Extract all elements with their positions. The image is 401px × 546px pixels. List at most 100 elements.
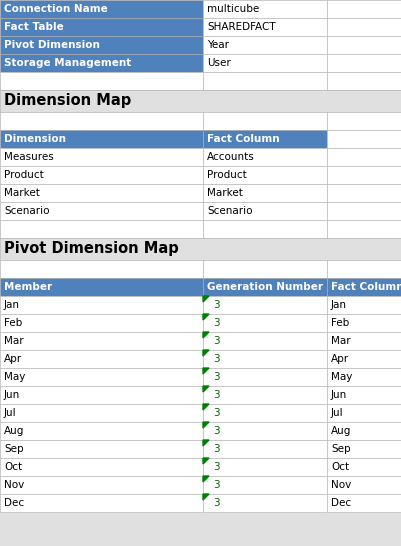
Text: Member: Member [4, 282, 52, 292]
Polygon shape [203, 386, 209, 392]
Bar [326, 296, 401, 314]
Text: Pivot Dimension Map: Pivot Dimension Map [4, 241, 178, 257]
Text: Mar: Mar [330, 336, 350, 346]
Text: 3: 3 [213, 462, 219, 472]
Text: Dimension: Dimension [4, 134, 66, 144]
Text: 3: 3 [213, 354, 219, 364]
Bar [0, 90, 401, 112]
Text: Nov: Nov [330, 480, 350, 490]
Bar [326, 422, 401, 440]
Bar [0, 440, 203, 458]
Bar [0, 278, 203, 296]
Bar [0, 458, 203, 476]
Bar [326, 18, 401, 36]
Text: Generation Number: Generation Number [207, 282, 322, 292]
Text: Jul: Jul [330, 408, 343, 418]
Bar [326, 278, 401, 296]
Bar [326, 72, 401, 90]
Polygon shape [203, 296, 209, 302]
Text: Apr: Apr [4, 354, 22, 364]
Bar [203, 440, 326, 458]
Polygon shape [203, 440, 209, 446]
Text: Nov: Nov [4, 480, 24, 490]
Bar [0, 314, 203, 332]
Polygon shape [203, 494, 209, 500]
Bar [326, 54, 401, 72]
Bar [203, 422, 326, 440]
Text: Jul: Jul [4, 408, 16, 418]
Text: Jun: Jun [330, 390, 346, 400]
Polygon shape [203, 350, 209, 356]
Polygon shape [203, 404, 209, 410]
Text: SHAREDFACT: SHAREDFACT [207, 22, 275, 32]
Text: Dec: Dec [330, 498, 350, 508]
Bar [203, 494, 326, 512]
Bar [0, 112, 203, 130]
Text: Dimension Map: Dimension Map [4, 93, 131, 109]
Text: Accounts: Accounts [207, 152, 254, 162]
Bar [203, 54, 326, 72]
Bar [0, 386, 203, 404]
Text: 3: 3 [213, 300, 219, 310]
Bar [0, 260, 203, 278]
Bar [0, 332, 203, 350]
Text: Product: Product [4, 170, 44, 180]
Bar [203, 332, 326, 350]
Bar [0, 148, 203, 166]
Text: Oct: Oct [330, 462, 348, 472]
Bar [326, 148, 401, 166]
Bar [326, 314, 401, 332]
Bar [203, 202, 326, 220]
Bar [203, 166, 326, 184]
Bar [203, 260, 326, 278]
Bar [0, 404, 203, 422]
Bar [203, 148, 326, 166]
Polygon shape [203, 458, 209, 464]
Bar [326, 350, 401, 368]
Text: Scenario: Scenario [4, 206, 49, 216]
Bar [203, 350, 326, 368]
Bar [326, 404, 401, 422]
Bar [203, 18, 326, 36]
Bar [0, 350, 203, 368]
Bar [203, 296, 326, 314]
Bar [203, 220, 326, 238]
Text: Oct: Oct [4, 462, 22, 472]
Text: Market: Market [4, 188, 40, 198]
Bar [326, 36, 401, 54]
Bar [203, 458, 326, 476]
Text: 3: 3 [213, 426, 219, 436]
Bar [326, 202, 401, 220]
Bar [0, 368, 203, 386]
Bar [326, 476, 401, 494]
Bar [203, 476, 326, 494]
Text: Dec: Dec [4, 498, 24, 508]
Bar [326, 184, 401, 202]
Bar [326, 458, 401, 476]
Polygon shape [203, 332, 209, 338]
Text: Jun: Jun [4, 390, 20, 400]
Bar [326, 112, 401, 130]
Bar [203, 112, 326, 130]
Bar [203, 72, 326, 90]
Bar [203, 314, 326, 332]
Text: Feb: Feb [4, 318, 22, 328]
Bar [326, 260, 401, 278]
Bar [0, 72, 203, 90]
Text: 3: 3 [213, 318, 219, 328]
Text: Storage Management: Storage Management [4, 58, 131, 68]
Text: 3: 3 [213, 444, 219, 454]
Text: May: May [330, 372, 352, 382]
Bar [203, 404, 326, 422]
Bar [0, 166, 203, 184]
Bar [0, 238, 401, 260]
Bar [326, 130, 401, 148]
Text: 3: 3 [213, 372, 219, 382]
Bar [203, 184, 326, 202]
Text: Sep: Sep [330, 444, 350, 454]
Text: 3: 3 [213, 336, 219, 346]
Bar [326, 166, 401, 184]
Text: Feb: Feb [330, 318, 348, 328]
Bar [0, 54, 203, 72]
Bar [203, 130, 326, 148]
